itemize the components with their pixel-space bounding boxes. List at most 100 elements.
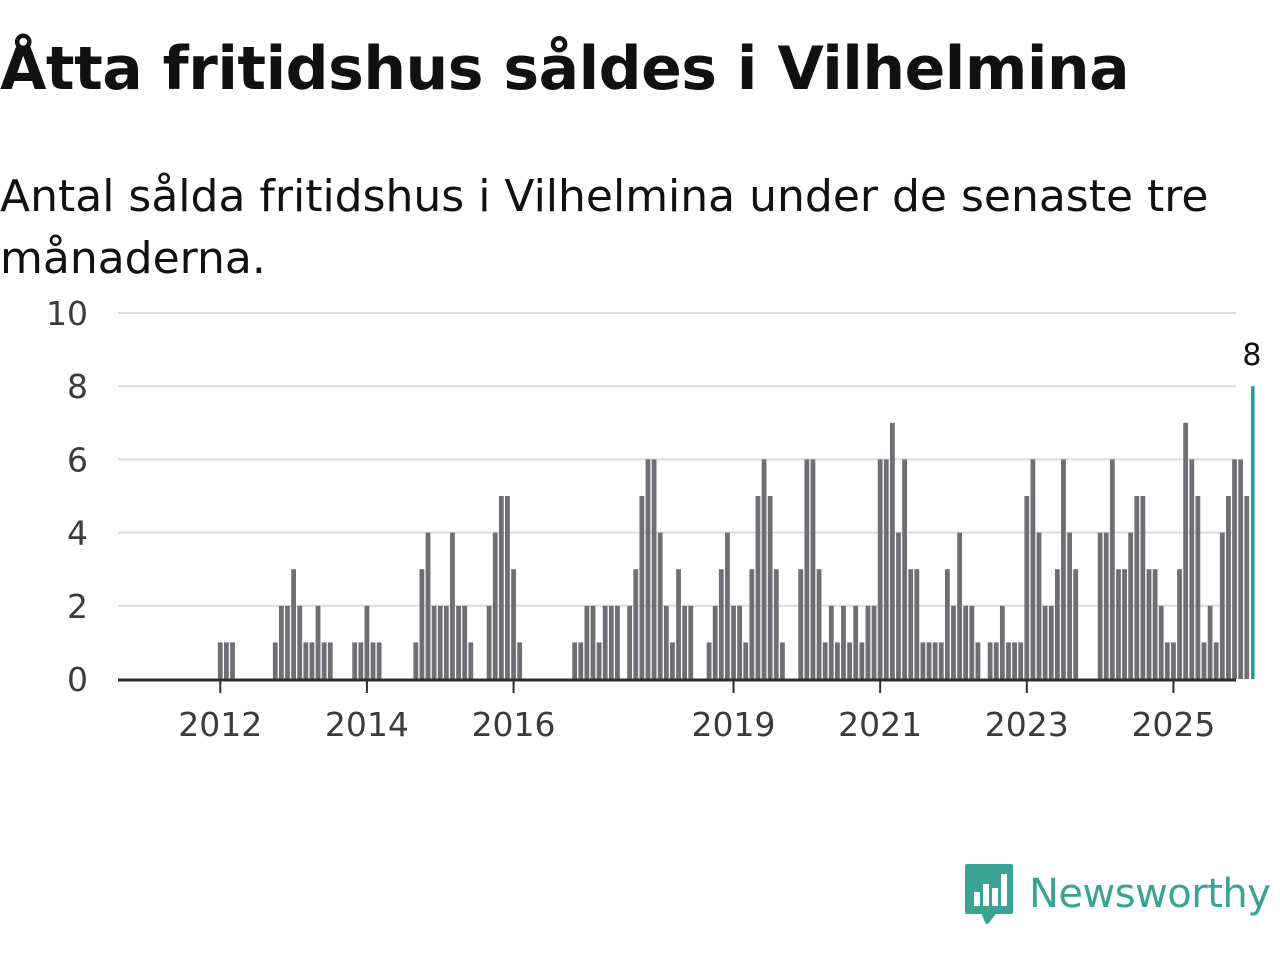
bar: [431, 605, 437, 679]
bar: [1189, 459, 1195, 679]
bar: [975, 642, 981, 679]
bar: [321, 642, 327, 679]
bar: [1122, 569, 1127, 679]
bar: [834, 642, 840, 679]
bar: [712, 605, 718, 679]
x-tick-label: 2016: [472, 705, 556, 744]
bar: [859, 642, 865, 679]
bar: [670, 642, 675, 679]
bar: [413, 642, 419, 679]
x-tick-label: 2023: [985, 705, 1069, 744]
bar: [1054, 569, 1060, 679]
bar: [419, 569, 425, 679]
bar: [376, 642, 382, 679]
bar: [780, 642, 785, 679]
bar: [676, 569, 681, 679]
bar: [688, 605, 694, 679]
bar: [608, 605, 614, 679]
bar: [725, 532, 730, 679]
y-tick-label: 8: [67, 367, 88, 406]
bar: [425, 532, 431, 679]
bar: [217, 642, 223, 679]
y-tick-label: 6: [67, 440, 88, 479]
bar-highlight: [1251, 386, 1255, 679]
bar: [309, 642, 315, 679]
bar: [657, 532, 663, 679]
bar: [492, 532, 498, 679]
bar: [883, 459, 889, 679]
bar: [853, 605, 859, 679]
bar: [969, 605, 975, 679]
bar: [633, 569, 639, 679]
bar: [437, 605, 443, 679]
bar: [1164, 642, 1170, 679]
bar: [1238, 459, 1244, 679]
bar: [798, 569, 804, 679]
bar: [297, 605, 303, 679]
bar: [364, 605, 370, 679]
bar: [1207, 605, 1213, 679]
bar: [596, 642, 602, 679]
bar: [932, 642, 938, 679]
bar: [737, 605, 743, 679]
bar: [1097, 532, 1103, 679]
bar: [1036, 532, 1042, 679]
bar: [517, 642, 523, 679]
bar: [810, 459, 816, 679]
bar: [926, 642, 932, 679]
bar: [627, 605, 633, 679]
bar: [816, 569, 822, 679]
bar: [731, 605, 736, 679]
bar: [957, 532, 962, 679]
x-axis: 2012 2014 2016 2019 2021 2023 2025: [118, 678, 1236, 744]
y-tick-label: 4: [67, 514, 88, 553]
bar: [1006, 642, 1011, 679]
bar: [663, 605, 669, 679]
bar: [755, 496, 761, 679]
bar: [1067, 532, 1072, 679]
bar: [443, 605, 449, 679]
bar: [1109, 459, 1115, 679]
brand: Newsworthy: [963, 862, 1271, 926]
bar: [291, 569, 296, 679]
x-tick-label: 2025: [1131, 705, 1215, 744]
bar: [914, 569, 920, 679]
bar: [1177, 569, 1182, 679]
bar: [645, 459, 651, 679]
bar: [963, 605, 969, 679]
bar: [951, 605, 956, 679]
bar: [1201, 642, 1207, 679]
bar: [877, 459, 883, 679]
bar: [841, 605, 846, 679]
bar: [1048, 605, 1054, 679]
bar: [590, 605, 596, 679]
bar: [498, 496, 504, 679]
bar: [773, 569, 779, 679]
brand-name: Newsworthy: [1029, 871, 1271, 917]
bar: [278, 605, 284, 679]
bar: [327, 642, 333, 679]
bar: [1134, 496, 1140, 679]
bar: [1103, 532, 1109, 679]
bar: [749, 569, 755, 679]
bar: [1244, 496, 1250, 679]
bar: [1042, 605, 1048, 679]
bar: [1128, 532, 1134, 679]
bar: [761, 459, 767, 679]
bar: [822, 642, 828, 679]
bar: [889, 422, 895, 679]
bar: [865, 605, 871, 679]
bar: [572, 642, 578, 679]
bar: [1146, 569, 1152, 679]
bar: [847, 642, 853, 679]
y-tick-label: 2: [67, 587, 88, 626]
bar: [352, 642, 358, 679]
bar: [602, 605, 608, 679]
bar: [285, 605, 290, 679]
chart-title: Åtta fritidshus såldes i Vilhelmina: [0, 34, 1130, 104]
bar: [896, 532, 901, 679]
bar: [999, 605, 1005, 679]
y-tick-label: 10: [46, 294, 88, 333]
bar: [1226, 496, 1231, 679]
bars: [217, 386, 1255, 679]
